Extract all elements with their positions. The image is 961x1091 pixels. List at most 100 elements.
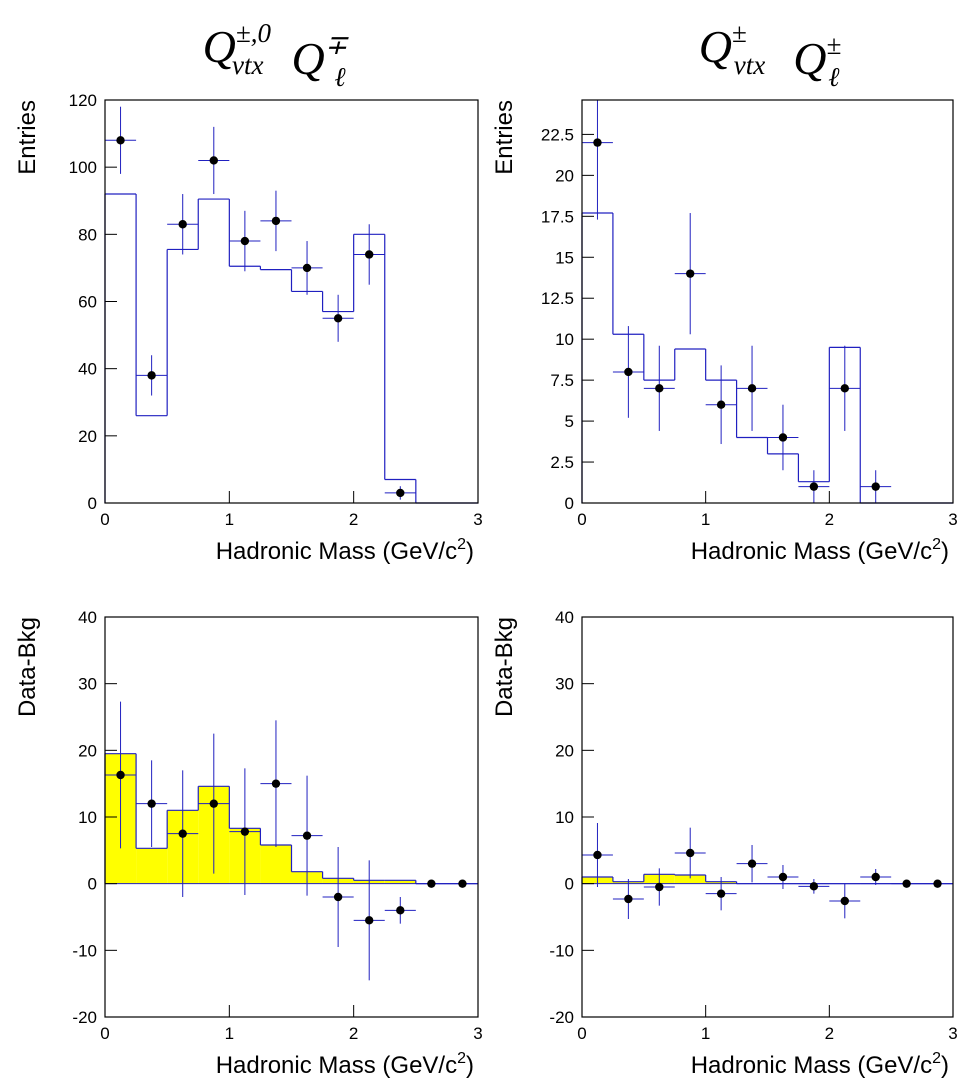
data-point bbox=[593, 850, 602, 860]
data-point bbox=[178, 220, 187, 229]
x-tick-label: 0 bbox=[100, 510, 109, 529]
data-point bbox=[747, 384, 757, 393]
data-point bbox=[809, 482, 819, 491]
y-tick-label: 30 bbox=[555, 675, 574, 694]
y-tick-label: 30 bbox=[78, 675, 97, 694]
hist-fill bbox=[260, 845, 292, 884]
y-tick-label: 10 bbox=[78, 808, 97, 827]
y-axis-label: Entries bbox=[14, 100, 41, 175]
x-tick-label: 3 bbox=[473, 510, 482, 529]
y-tick-label: 40 bbox=[78, 608, 97, 627]
data-point bbox=[178, 829, 187, 838]
data-point bbox=[871, 482, 880, 491]
y-tick-label: 100 bbox=[69, 158, 97, 177]
y-tick-label: 20 bbox=[555, 166, 574, 185]
data-point bbox=[209, 156, 218, 165]
y-tick-label: -20 bbox=[549, 1008, 574, 1027]
plot-frame bbox=[104, 616, 479, 1018]
data-point bbox=[809, 882, 819, 891]
y-tick-label: 22.5 bbox=[541, 125, 574, 144]
x-axis-label: Hadronic Mass (GeV/c2) bbox=[691, 1050, 949, 1079]
x-axis-label-part: Hadronic Mass (GeV/c bbox=[216, 1052, 457, 1079]
x-tick-label: 2 bbox=[349, 510, 358, 529]
x-axis-label-part: ) bbox=[466, 1052, 474, 1079]
hist-fill bbox=[674, 875, 706, 884]
y-axis-label: Data-Bkg bbox=[491, 617, 518, 717]
title-base: Q bbox=[291, 33, 324, 84]
data-point bbox=[624, 894, 633, 904]
y-tick-label: 5 bbox=[565, 412, 574, 431]
x-axis-label-part: ) bbox=[466, 538, 474, 565]
y-tick-label: 20 bbox=[78, 741, 97, 760]
hist-fill bbox=[136, 848, 168, 884]
x-tick-label: 2 bbox=[349, 1024, 358, 1043]
y-tick-label: 40 bbox=[78, 360, 97, 379]
y-tick-label: 20 bbox=[555, 741, 574, 760]
title-sup: ± bbox=[732, 18, 747, 48]
data-point bbox=[271, 779, 281, 788]
data-point bbox=[778, 872, 788, 882]
data-point bbox=[458, 879, 467, 888]
data-point bbox=[333, 892, 343, 902]
data-point bbox=[365, 250, 374, 259]
x-tick-label: 3 bbox=[473, 1024, 482, 1043]
title-sup: ±,0 bbox=[236, 18, 272, 48]
hist-fill bbox=[384, 880, 416, 884]
x-axis-label-part: ) bbox=[941, 538, 949, 565]
x-axis-label-part: ) bbox=[941, 1052, 949, 1079]
x-axis-label-part: 2 bbox=[932, 1050, 941, 1067]
data-point bbox=[902, 879, 911, 888]
x-axis-label-part: 2 bbox=[457, 536, 466, 553]
y-tick-label: 40 bbox=[555, 608, 574, 627]
y-tick-label: 7.5 bbox=[550, 371, 574, 390]
plot-frame bbox=[581, 616, 954, 1018]
y-axis-label: Data-Bkg bbox=[14, 617, 41, 717]
data-point bbox=[302, 263, 312, 273]
x-tick-label: 0 bbox=[577, 1024, 586, 1043]
data-point bbox=[116, 136, 125, 145]
x-axis-label-part: 2 bbox=[457, 1050, 466, 1067]
plot-frame bbox=[581, 99, 954, 504]
y-tick-label: 2.5 bbox=[550, 453, 574, 472]
data-point bbox=[147, 799, 156, 808]
title-sup: ∓ bbox=[325, 30, 349, 60]
data-point bbox=[716, 400, 726, 409]
title-sub: ℓ bbox=[334, 62, 346, 92]
data-point bbox=[593, 138, 602, 147]
y-tick-label: 0 bbox=[88, 875, 97, 894]
title-sub: ℓ bbox=[828, 62, 840, 92]
data-point bbox=[302, 831, 312, 840]
y-tick-label: 120 bbox=[69, 91, 97, 110]
x-axis-label-part: 2 bbox=[932, 536, 941, 553]
data-point bbox=[716, 889, 726, 898]
y-tick-label: 0 bbox=[88, 494, 97, 513]
y-tick-label: -10 bbox=[549, 941, 574, 960]
data-point bbox=[840, 896, 849, 906]
data-point bbox=[778, 433, 788, 442]
data-point bbox=[333, 314, 343, 323]
data-point bbox=[116, 770, 125, 780]
x-axis-label: Hadronic Mass (GeV/c2) bbox=[691, 536, 949, 565]
y-tick-label: 15 bbox=[555, 248, 574, 267]
x-tick-label: 3 bbox=[948, 510, 957, 529]
title-sub: vtx bbox=[734, 50, 765, 80]
data-point bbox=[686, 848, 695, 858]
x-axis-label: Hadronic Mass (GeV/c2) bbox=[216, 1050, 474, 1079]
data-point bbox=[871, 872, 880, 882]
x-tick-label: 1 bbox=[701, 1024, 710, 1043]
x-tick-label: 2 bbox=[825, 1024, 834, 1043]
x-tick-label: 0 bbox=[100, 1024, 109, 1043]
x-axis-label-part: Hadronic Mass (GeV/c bbox=[691, 1052, 932, 1079]
data-point bbox=[840, 384, 849, 393]
data-point bbox=[933, 879, 942, 888]
x-tick-label: 3 bbox=[948, 1024, 957, 1043]
panel-title: Q±,0 vtx Q∓ ℓ bbox=[203, 18, 349, 92]
x-axis-label-part: Hadronic Mass (GeV/c bbox=[691, 538, 932, 565]
data-point bbox=[655, 882, 664, 892]
x-tick-label: 2 bbox=[825, 510, 834, 529]
data-point bbox=[209, 799, 218, 808]
